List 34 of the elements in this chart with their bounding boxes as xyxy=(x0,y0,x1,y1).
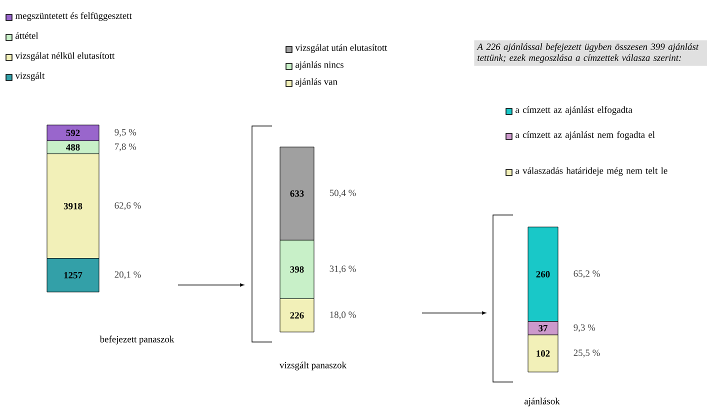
text: 62,6 % xyxy=(114,202,141,210)
legend-label: a címzett az ajánlást elfogadta xyxy=(516,106,632,115)
legend-label: ajánlás nincs xyxy=(296,61,344,70)
legend-label: a címzett az ajánlást nem fogadta el xyxy=(516,131,655,140)
text: 7,8 % xyxy=(114,143,136,152)
x-axis-title: vizsgált panaszok xyxy=(279,362,347,370)
text: 9,5 % xyxy=(114,129,136,137)
legend-label: megszüntetett és felfüggesztett xyxy=(15,12,132,21)
legend-label: vizsgálat nélkül elutasított xyxy=(15,52,115,61)
legend-label: ajánlás van xyxy=(296,78,338,87)
text: 20,1 % xyxy=(114,271,141,280)
text: 18,0 % xyxy=(330,311,356,320)
data-label: 3918 xyxy=(64,202,82,210)
legend-label: vizsgálat után elutasított xyxy=(295,44,388,53)
legend-label: a válaszadás határideje még nem telt le xyxy=(516,167,668,176)
text: 25,5 % xyxy=(574,350,600,358)
data-label: 102 xyxy=(536,350,550,357)
data-label: 592 xyxy=(66,130,80,136)
text: 50,4 % xyxy=(330,190,356,198)
text: 65,2 % xyxy=(574,270,600,278)
data-label: 260 xyxy=(536,271,550,278)
text: 31,6 % xyxy=(330,266,356,274)
legend-label: vizsgált xyxy=(15,72,45,81)
data-label: 633 xyxy=(290,190,304,197)
text: A 226 ajánlással befejezett ügyben összesen 399 ajánlást tettünk; ezek megoszlása a címzettek válasza szerint: xyxy=(476,43,699,63)
data-label: 398 xyxy=(290,266,304,273)
legend-label: áttétel xyxy=(16,32,38,39)
data-label: 488 xyxy=(66,144,80,151)
x-axis-title: ajánlások xyxy=(524,398,560,406)
data-label: 37 xyxy=(538,325,548,332)
x-axis-title: befejezett panaszok xyxy=(100,336,174,344)
data-label: 1257 xyxy=(64,272,82,278)
text: 9,3 % xyxy=(574,324,596,332)
data-label: 226 xyxy=(290,312,304,319)
